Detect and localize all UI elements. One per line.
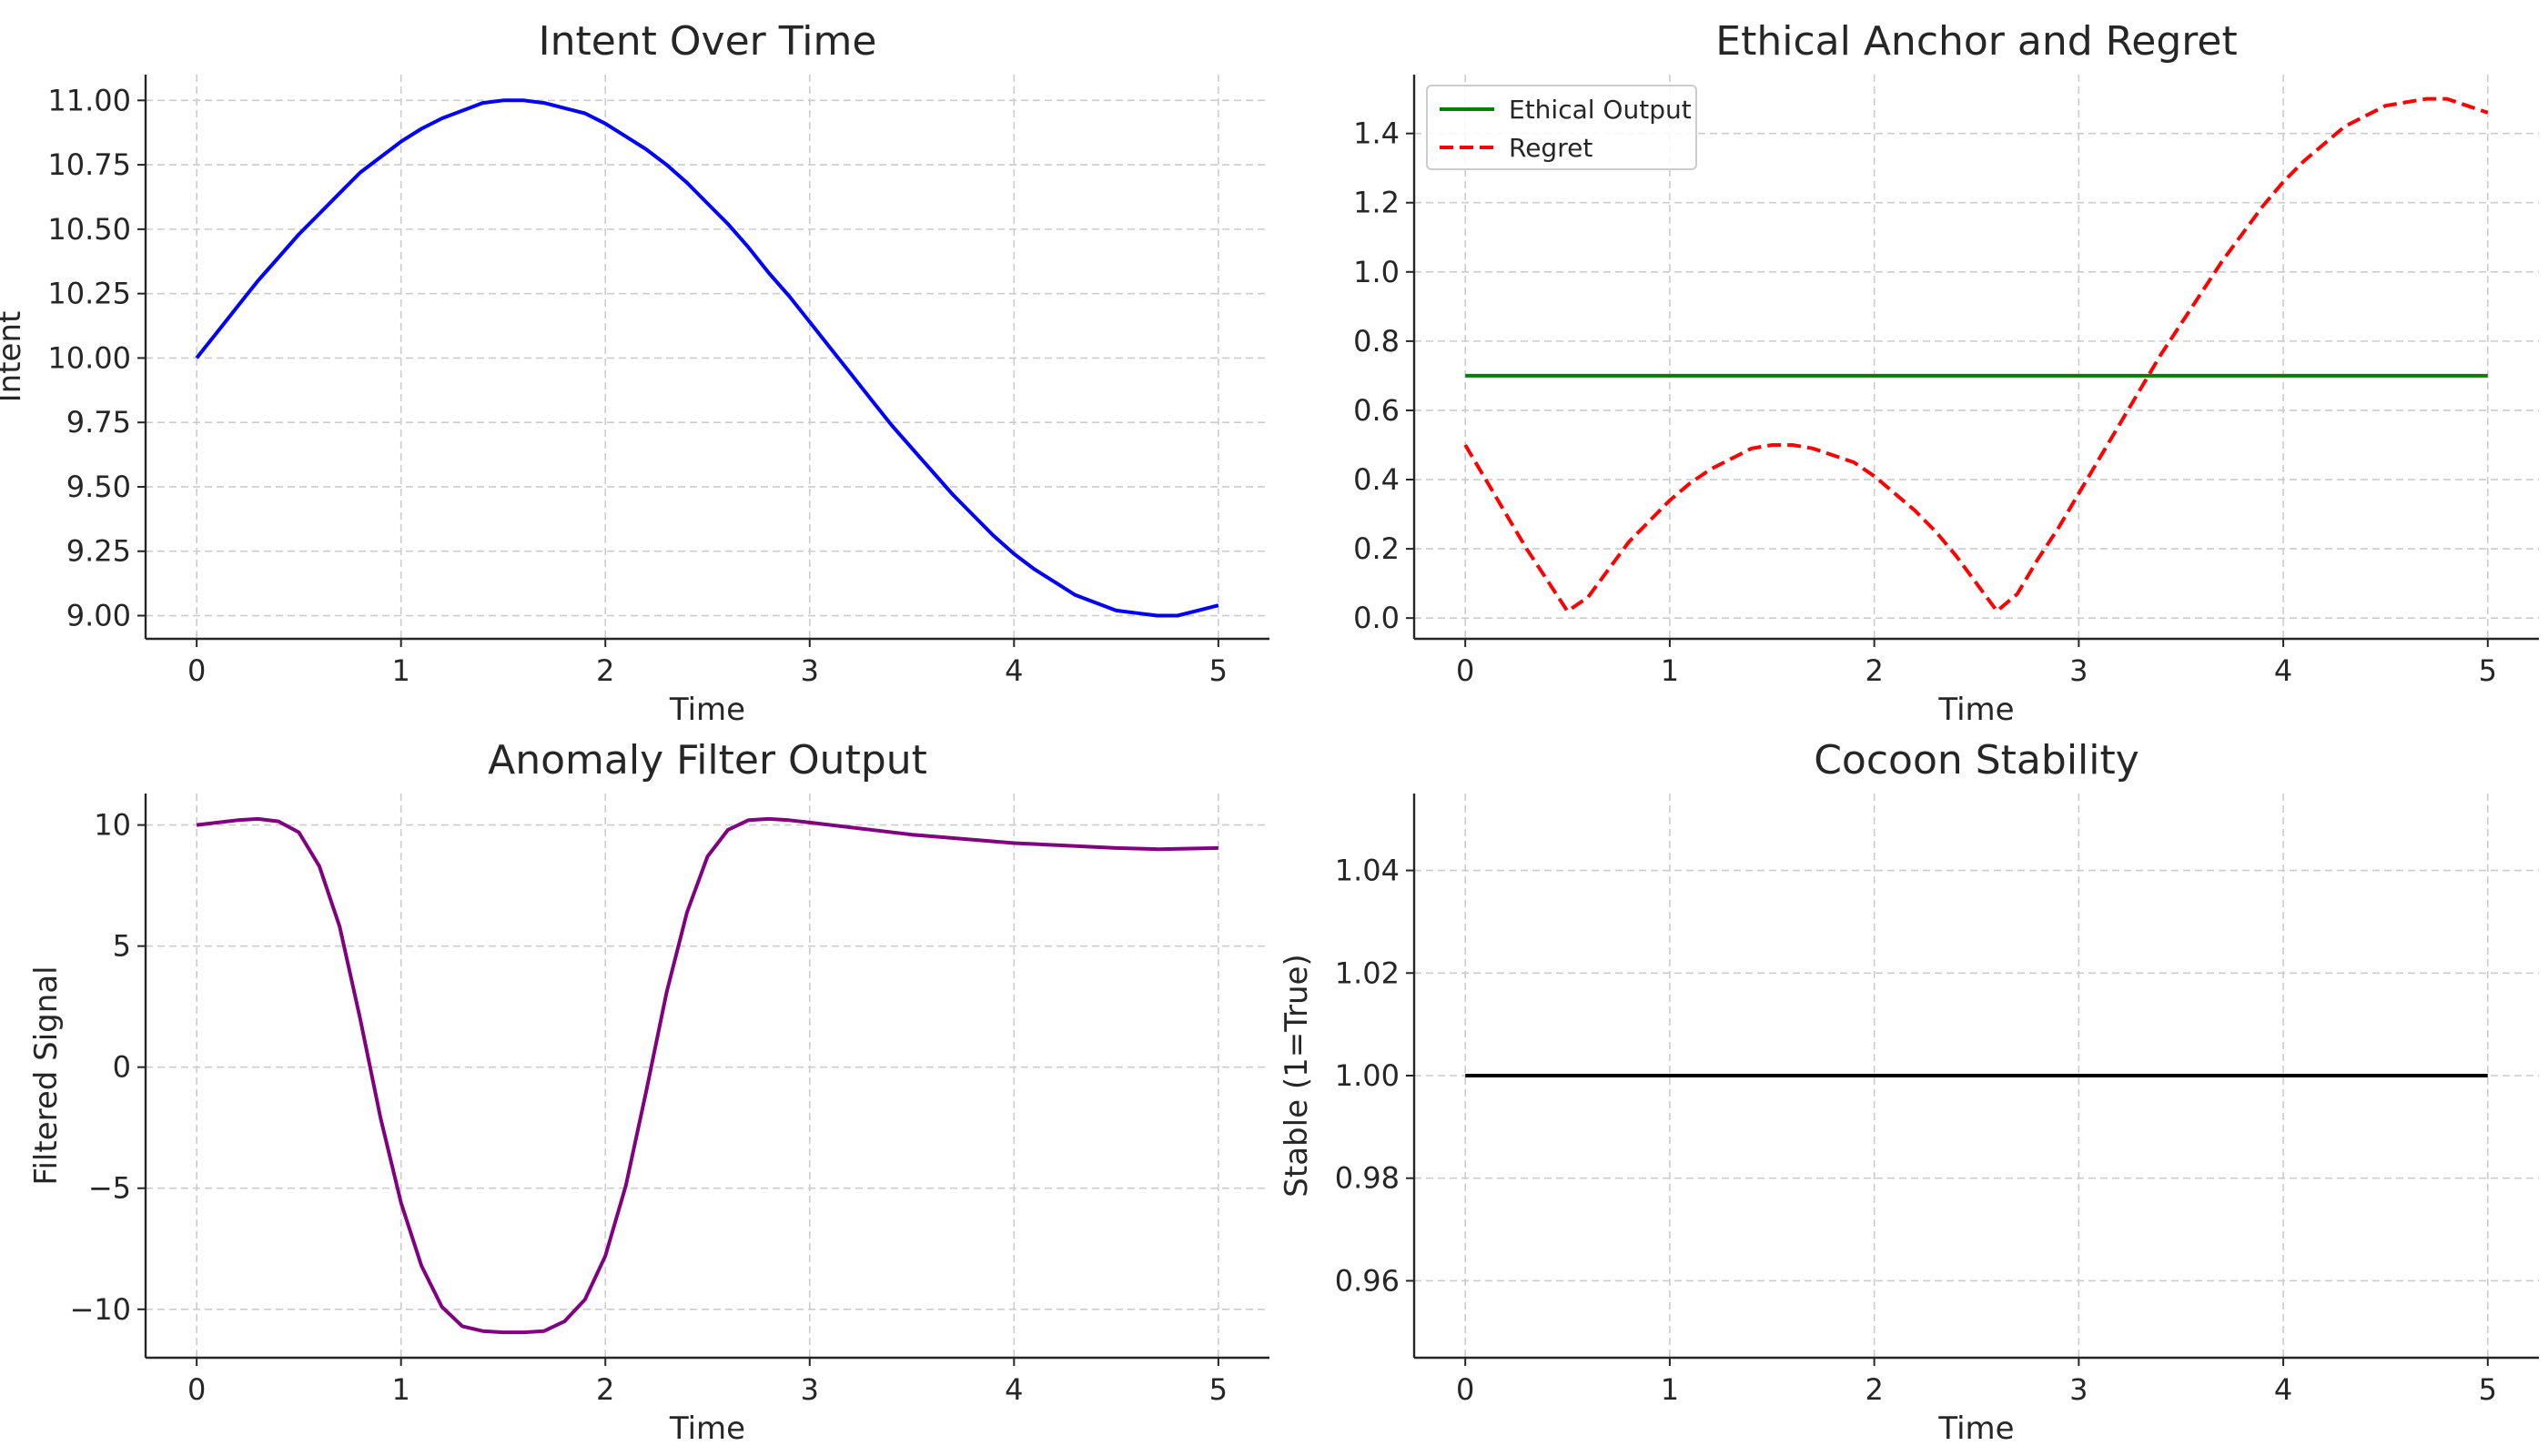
ethical-ytick-label: 1.4 (1353, 116, 1400, 151)
ethical-xtick-label: 2 (1865, 653, 1883, 688)
anomaly-xtick-label: 1 (392, 1372, 410, 1407)
cocoon-ytick-label: 1.02 (1335, 956, 1400, 990)
intent-chart: 0 1 2 3 4 5 9.00 9.25 9.50 9.75 10.00 10.25 10.50 10.… (0, 18, 1269, 728)
cocoon-title: Cocoon Stability (1814, 737, 2139, 784)
ethical-ytick-label: 0.8 (1353, 324, 1400, 359)
ethical-ytick-label: 1.2 (1353, 186, 1400, 220)
anomaly-xtick-label: 5 (1209, 1372, 1228, 1407)
ethical-legend-label: Ethical Output (1509, 95, 1692, 125)
intent-ytick-label: 11.00 (47, 83, 131, 117)
anomaly-ytick-label: 0 (113, 1050, 131, 1085)
ethical-xtick-label: 4 (2274, 653, 2292, 688)
anomaly-title: Anomaly Filter Output (488, 737, 927, 784)
cocoon-xtick-label: 2 (1865, 1372, 1883, 1407)
anomaly-xtick-label: 3 (801, 1372, 819, 1407)
intent-ytick-label: 10.00 (47, 340, 131, 375)
cocoon-ytick-label: 0.98 (1335, 1161, 1400, 1196)
ethical-legend-label: Regret (1509, 133, 1592, 163)
anomaly-chart: 0 1 2 3 4 5 −10 −5 0 5 10 Anomaly Filter Output Time… (28, 737, 1269, 1447)
anomaly-ytick-label: −5 (88, 1171, 131, 1206)
cocoon-ytick-label: 1.04 (1335, 854, 1400, 888)
cocoon-ytick-label: 1.00 (1335, 1058, 1400, 1093)
ethical-ytick-label: 0.2 (1353, 531, 1400, 566)
ethical-xlabel: Time (1937, 692, 2014, 728)
intent-title: Intent Over Time (539, 18, 877, 65)
ethical-xtick-label: 1 (1661, 653, 1679, 688)
cocoon-xtick-label: 4 (2274, 1372, 2292, 1407)
ethical-xtick-label: 3 (2069, 653, 2088, 688)
ethical-ytick-label: 1.0 (1353, 255, 1400, 289)
intent-ylabel: Intent (0, 311, 28, 403)
anomaly-ytick-label: 5 (113, 929, 131, 964)
intent-ytick-label: 9.50 (66, 470, 131, 504)
intent-ytick-label: 9.25 (66, 534, 131, 569)
intent-ytick-label: 9.75 (66, 405, 131, 440)
ethical-series-regret (1463, 96, 2489, 613)
cocoon-xtick-label: 3 (2069, 1372, 2088, 1407)
ethical-title: Ethical Anchor and Regret (1715, 18, 2237, 65)
intent-series-intent (195, 98, 1219, 618)
intent-ytick-label: 10.75 (47, 147, 131, 182)
intent-xtick-label: 3 (801, 653, 819, 688)
ethical-xtick-label: 0 (1456, 653, 1474, 688)
ethical-ytick-label: 0.6 (1353, 393, 1400, 428)
intent-ytick-label: 9.00 (66, 599, 131, 633)
anomaly-ytick-label: 10 (94, 808, 131, 843)
cocoon-ylabel: Stable (1=True) (1279, 954, 1315, 1197)
anomaly-ylabel: Filtered Signal (28, 966, 65, 1185)
intent-xtick-label: 4 (1005, 653, 1023, 688)
anomaly-xtick-label: 4 (1005, 1372, 1023, 1407)
intent-ytick-label: 10.25 (47, 277, 131, 311)
cocoon-chart: 0 1 2 3 4 5 0.96 0.98 1.00 1.02 1.04 Cocoon Stabili… (1279, 737, 2539, 1447)
anomaly-ytick-label: −10 (69, 1292, 131, 1327)
intent-xtick-label: 1 (392, 653, 410, 688)
ethical-legend-frame (1426, 85, 1697, 170)
intent-xtick-label: 2 (596, 653, 614, 688)
cocoon-xtick-label: 1 (1661, 1372, 1679, 1407)
intent-xtick-label: 0 (187, 653, 206, 688)
ethical-ytick-label: 0.4 (1353, 462, 1400, 497)
cocoon-xlabel: Time (1937, 1410, 2014, 1447)
cocoon-xtick-label: 5 (2479, 1372, 2497, 1407)
intent-ytick-label: 10.50 (47, 212, 131, 247)
intent-xtick-label: 5 (1209, 653, 1228, 688)
anomaly-xlabel: Time (669, 1410, 745, 1447)
anomaly-xtick-label: 2 (596, 1372, 614, 1407)
ethical-xtick-label: 5 (2479, 653, 2497, 688)
cocoon-ytick-label: 0.96 (1335, 1263, 1400, 1298)
anomaly-xtick-label: 0 (187, 1372, 206, 1407)
cocoon-xtick-label: 0 (1456, 1372, 1474, 1407)
ethical-ytick-label: 0.0 (1353, 601, 1400, 635)
anomaly-series-filtered-signal (196, 816, 1218, 1335)
ethical-chart: 0 1 2 3 4 5 0.0 0.2 0.4 0.6 0.8 1.0 1.2 1.4 Ethical An… (1353, 18, 2539, 728)
ethical-legend: Ethical Output Regret (1426, 85, 1697, 170)
intent-xlabel: Time (669, 692, 745, 728)
